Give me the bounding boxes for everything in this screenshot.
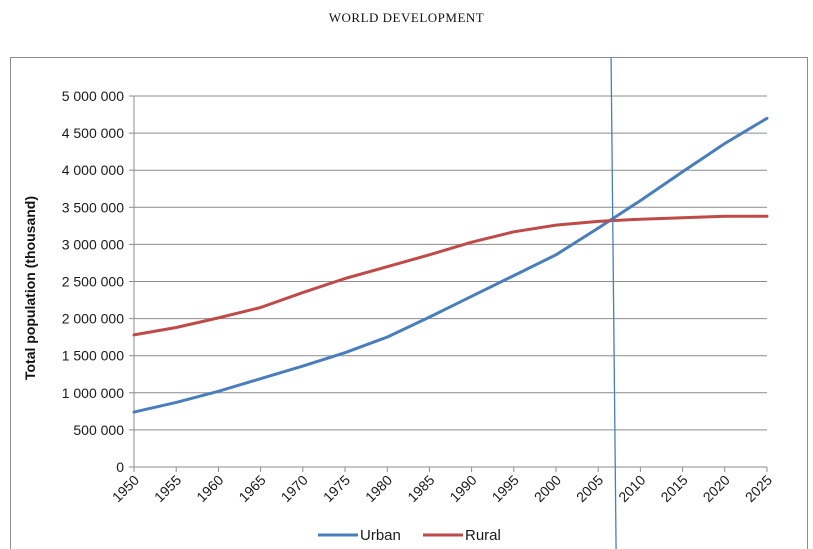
- x-tick-label: 2025: [742, 472, 775, 505]
- annotations: [610, 57, 617, 549]
- x-tick-label: 1960: [193, 472, 226, 505]
- y-tick-label: 4 500 000: [62, 125, 124, 141]
- y-tick-label: 5 000 000: [62, 88, 124, 104]
- y-tick-label: 4 000 000: [62, 162, 124, 178]
- legend-label-urban: Urban: [360, 527, 401, 544]
- page-header-title: WORLD DEVELOPMENT: [328, 10, 485, 25]
- x-tick-label: 1950: [109, 472, 142, 505]
- x-tick-label: 1970: [278, 472, 311, 505]
- axes: [133, 96, 767, 468]
- y-tick-label: 3 000 000: [62, 236, 124, 252]
- legend: Urban Rural: [318, 527, 501, 544]
- x-tick-label: 1990: [446, 472, 479, 505]
- y-tick-label: 2 000 000: [62, 311, 124, 327]
- y-axis-label: Total population (thousand): [22, 196, 38, 380]
- series-line-urban: [132, 116, 769, 414]
- series-line-rural: [132, 214, 769, 337]
- y-tick-label: 0: [116, 459, 124, 475]
- x-tick-label: 1955: [151, 472, 184, 505]
- x-tick-label: 2005: [573, 472, 606, 505]
- x-tick-label: 2020: [700, 472, 733, 505]
- y-tick-label: 2 500 000: [62, 274, 124, 290]
- y-tick-label: 1 500 000: [62, 348, 124, 364]
- x-tick-label: 2010: [615, 472, 648, 505]
- annotation-vertical-line: [610, 57, 617, 549]
- x-tick-label: 1985: [404, 472, 437, 505]
- series-lines: [132, 116, 769, 414]
- y-tick-label: 3 500 000: [62, 199, 124, 215]
- x-tick-label: 1975: [320, 472, 353, 505]
- x-tick-labels: 1950 1955 1960 1965 1970 1975 1980 1985 1990 1995…: [109, 467, 775, 505]
- legend-label-rural: Rural: [465, 527, 501, 544]
- x-tick-label: 2015: [657, 472, 690, 505]
- x-tick-label: 2000: [531, 472, 564, 505]
- grid-lines: [129, 95, 767, 468]
- x-tick-label: 1995: [489, 472, 522, 505]
- x-tick-label: 1980: [362, 472, 395, 505]
- y-tick-labels: 0 500 000 1 000 000 1 500 000 2 000 000 2 500…: [62, 88, 125, 475]
- x-tick-label: 1965: [235, 472, 268, 505]
- y-tick-label: 1 000 000: [62, 385, 124, 401]
- y-tick-label: 500 000: [73, 422, 124, 438]
